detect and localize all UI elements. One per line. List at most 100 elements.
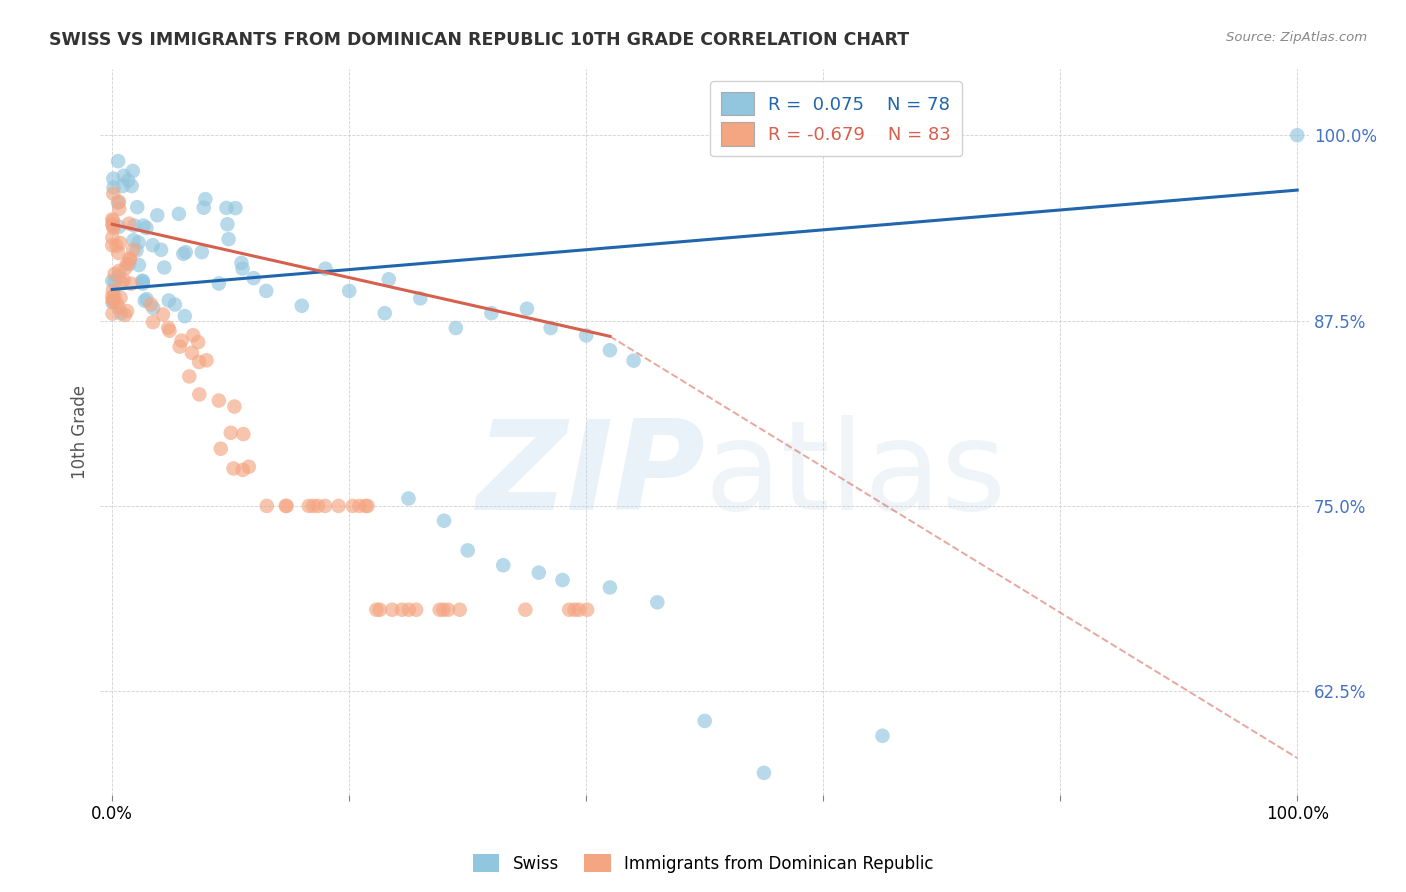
Point bbox=[623, 353, 645, 368]
Point bbox=[110, 291, 132, 305]
Point bbox=[101, 230, 124, 244]
Point bbox=[366, 603, 388, 617]
Point bbox=[110, 235, 132, 250]
Point bbox=[121, 178, 143, 193]
Point bbox=[222, 461, 245, 475]
Point bbox=[132, 275, 155, 289]
Point bbox=[103, 294, 125, 309]
Point bbox=[101, 212, 124, 227]
Point bbox=[398, 491, 420, 506]
Point bbox=[208, 277, 231, 291]
Point bbox=[108, 264, 131, 278]
Point bbox=[107, 246, 129, 260]
Point bbox=[368, 603, 391, 617]
Point bbox=[118, 252, 141, 267]
Point bbox=[122, 219, 145, 233]
Point bbox=[432, 603, 454, 617]
Point bbox=[132, 219, 155, 233]
Point bbox=[127, 200, 149, 214]
Point bbox=[516, 301, 538, 316]
Point bbox=[232, 261, 254, 276]
Point bbox=[103, 221, 125, 235]
Point bbox=[224, 400, 246, 414]
Point bbox=[398, 603, 420, 617]
Point bbox=[381, 603, 404, 617]
Point bbox=[115, 257, 138, 271]
Point bbox=[342, 499, 364, 513]
Point bbox=[108, 269, 131, 284]
Point bbox=[135, 292, 157, 306]
Point bbox=[111, 178, 134, 193]
Point bbox=[354, 499, 377, 513]
Point bbox=[142, 315, 165, 329]
Point bbox=[114, 260, 136, 275]
Point bbox=[173, 309, 195, 323]
Point bbox=[139, 297, 162, 311]
Point bbox=[157, 320, 180, 334]
Point bbox=[307, 499, 329, 513]
Point bbox=[101, 213, 124, 227]
Point bbox=[217, 217, 239, 231]
Point bbox=[449, 603, 471, 617]
Point bbox=[180, 346, 202, 360]
Point bbox=[444, 321, 467, 335]
Legend: R =  0.075    N = 78, R = -0.679    N = 83: R = 0.075 N = 78, R = -0.679 N = 83 bbox=[710, 81, 962, 156]
Point bbox=[337, 284, 360, 298]
Point bbox=[429, 603, 451, 617]
Point bbox=[101, 219, 124, 233]
Point bbox=[104, 267, 127, 281]
Point bbox=[150, 243, 173, 257]
Point bbox=[132, 277, 155, 291]
Point bbox=[457, 543, 479, 558]
Point bbox=[101, 292, 124, 306]
Point bbox=[118, 257, 141, 271]
Point bbox=[314, 499, 336, 513]
Point bbox=[159, 324, 181, 338]
Point bbox=[558, 603, 581, 617]
Point bbox=[142, 301, 165, 315]
Point bbox=[515, 603, 537, 617]
Point bbox=[118, 217, 141, 231]
Point bbox=[101, 238, 124, 252]
Point bbox=[315, 261, 337, 276]
Point bbox=[191, 245, 214, 260]
Y-axis label: 10th Grade: 10th Grade bbox=[72, 384, 89, 479]
Point bbox=[135, 221, 157, 235]
Point bbox=[302, 499, 325, 513]
Point bbox=[232, 427, 254, 442]
Point bbox=[242, 271, 264, 285]
Point bbox=[1286, 128, 1309, 143]
Point bbox=[103, 289, 125, 303]
Point bbox=[108, 202, 131, 216]
Text: atlas: atlas bbox=[704, 415, 1007, 536]
Point bbox=[752, 765, 775, 780]
Point bbox=[188, 355, 211, 369]
Point bbox=[599, 581, 621, 595]
Point bbox=[103, 180, 125, 194]
Point bbox=[146, 208, 169, 222]
Point bbox=[568, 603, 591, 617]
Point bbox=[107, 301, 129, 315]
Text: Source: ZipAtlas.com: Source: ZipAtlas.com bbox=[1226, 31, 1367, 45]
Point bbox=[193, 201, 215, 215]
Point bbox=[107, 154, 129, 169]
Point bbox=[215, 201, 238, 215]
Point bbox=[152, 308, 174, 322]
Point bbox=[224, 201, 246, 215]
Point bbox=[121, 164, 143, 178]
Point bbox=[105, 239, 128, 253]
Point bbox=[647, 595, 669, 609]
Point bbox=[174, 245, 197, 260]
Point bbox=[481, 306, 503, 320]
Point bbox=[194, 192, 217, 206]
Text: ZIP: ZIP bbox=[477, 415, 704, 536]
Point bbox=[209, 442, 232, 456]
Text: SWISS VS IMMIGRANTS FROM DOMINICAN REPUBLIC 10TH GRADE CORRELATION CHART: SWISS VS IMMIGRANTS FROM DOMINICAN REPUB… bbox=[49, 31, 910, 49]
Point bbox=[540, 321, 562, 335]
Point bbox=[111, 276, 134, 290]
Point bbox=[391, 603, 413, 617]
Point bbox=[276, 499, 298, 513]
Point bbox=[125, 244, 148, 258]
Point bbox=[254, 284, 277, 298]
Point bbox=[103, 171, 125, 186]
